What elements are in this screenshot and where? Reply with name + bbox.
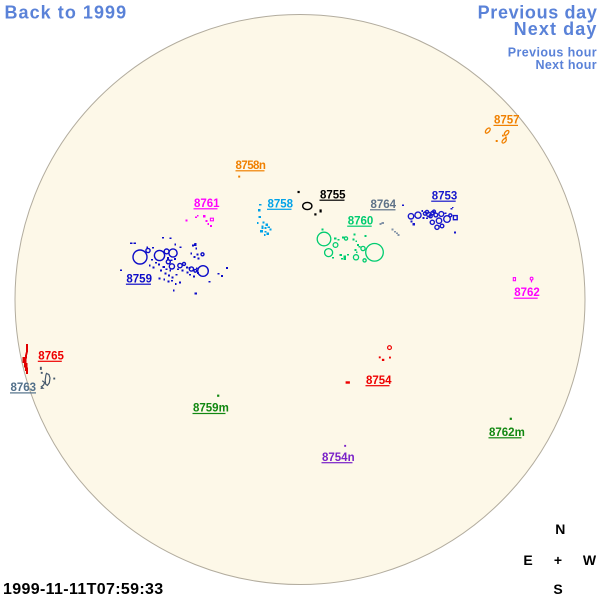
svg-text:Next day: Next day [514, 19, 598, 39]
svg-text:8759m: 8759m [193, 403, 229, 415]
svg-text:8757: 8757 [494, 115, 520, 127]
svg-text:N: N [555, 521, 565, 537]
svg-text:8761: 8761 [194, 198, 220, 210]
svg-text:8758n: 8758n [236, 160, 266, 172]
svg-text:8762: 8762 [514, 287, 540, 299]
svg-text:W: W [583, 552, 597, 568]
svg-text:Previous day: Previous day [478, 2, 598, 22]
svg-text:8765: 8765 [38, 350, 64, 362]
svg-text:8754: 8754 [366, 375, 392, 387]
svg-text:8763: 8763 [11, 382, 37, 394]
svg-text:8755: 8755 [320, 189, 346, 201]
svg-text:8759: 8759 [126, 273, 152, 285]
svg-text:8762m: 8762m [489, 427, 525, 439]
svg-text:8753: 8753 [432, 190, 458, 202]
svg-text:S: S [553, 581, 562, 597]
svg-text:Back to 1999: Back to 1999 [5, 3, 128, 23]
svg-text:1999-11-11T07:59:33: 1999-11-11T07:59:33 [3, 581, 164, 598]
svg-text:8754n: 8754n [322, 452, 355, 464]
svg-text:+: + [554, 552, 562, 568]
svg-text:8760: 8760 [348, 215, 374, 227]
svg-text:E: E [523, 552, 532, 568]
svg-text:Previous hour: Previous hour [508, 46, 597, 60]
svg-text:Next hour: Next hour [536, 58, 598, 72]
svg-text:8758: 8758 [268, 198, 294, 210]
svg-text:8764: 8764 [371, 199, 397, 211]
